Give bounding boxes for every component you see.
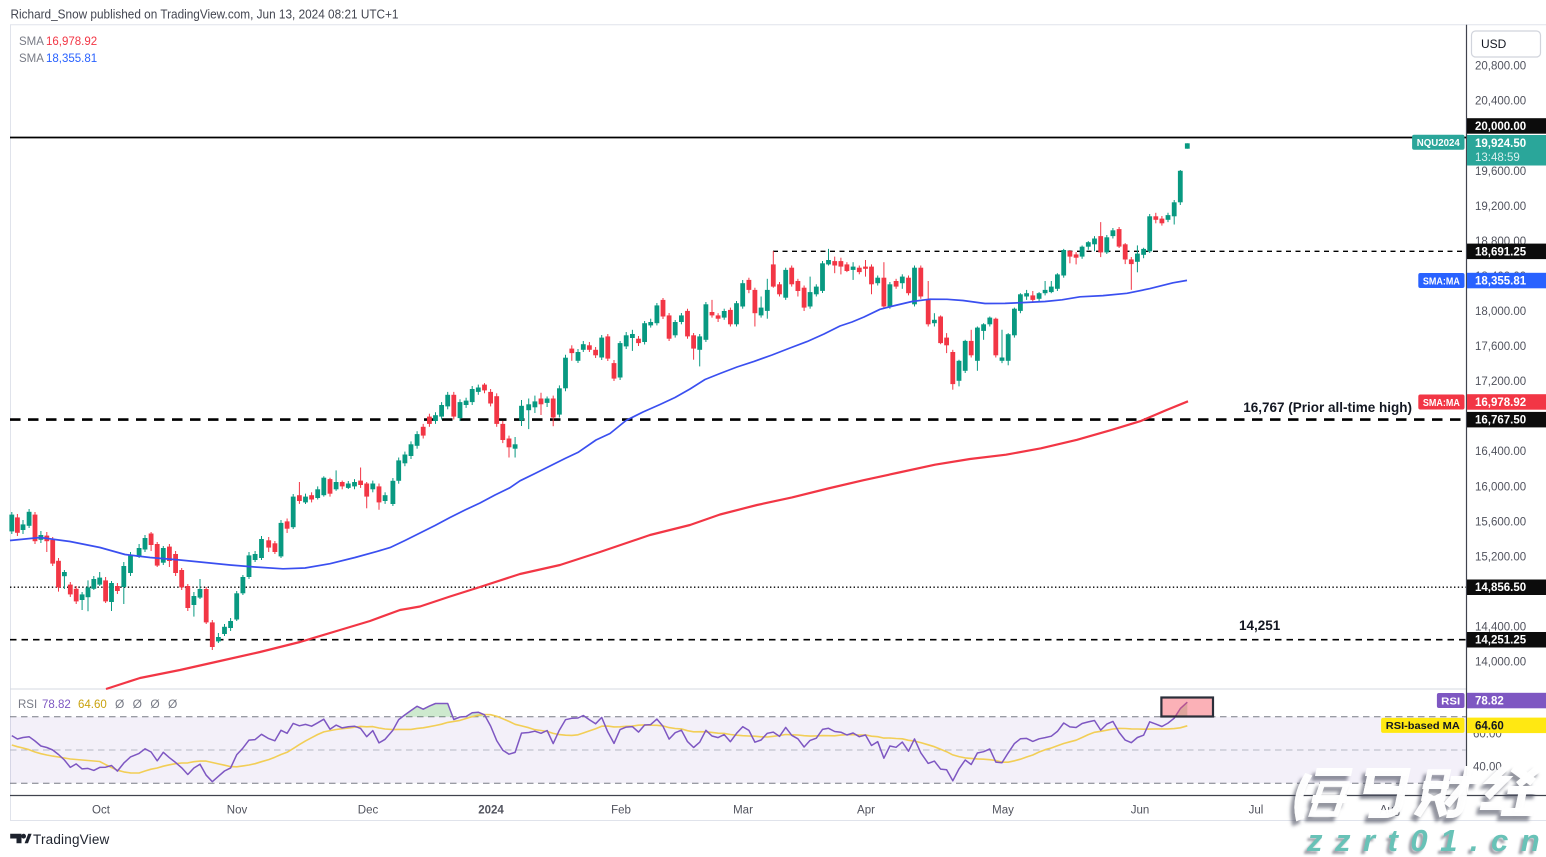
svg-text:USD: USD (1481, 37, 1507, 51)
svg-text:19,600.00: 19,600.00 (1475, 166, 1526, 178)
svg-text:15,600.00: 15,600.00 (1475, 516, 1526, 528)
svg-text:13:48:59: 13:48:59 (1475, 152, 1520, 164)
svg-text:Mar: Mar (733, 805, 753, 817)
svg-text:64.60: 64.60 (1475, 720, 1504, 732)
svg-text:16,000.00: 16,000.00 (1475, 481, 1526, 493)
svg-text:RSI: RSI (18, 699, 37, 711)
svg-text:Jun: Jun (1131, 805, 1150, 817)
svg-text:SMA: SMA (19, 53, 44, 65)
svg-text:Dec: Dec (358, 805, 379, 817)
svg-text:Richard_Snow published on Trad: Richard_Snow published on TradingView.co… (11, 8, 399, 22)
svg-text:17,200.00: 17,200.00 (1475, 376, 1526, 388)
svg-text:Jul: Jul (1249, 805, 1264, 817)
svg-text:Oct: Oct (92, 805, 111, 817)
svg-text:16,767.50: 16,767.50 (1475, 415, 1526, 427)
svg-text:14,251.25: 14,251.25 (1475, 635, 1527, 647)
svg-text:May: May (992, 805, 1014, 817)
svg-text:14,400.00: 14,400.00 (1475, 622, 1526, 634)
svg-text:18,355.81: 18,355.81 (46, 53, 97, 65)
svg-text:RSI: RSI (1441, 695, 1460, 707)
svg-text:15,200.00: 15,200.00 (1475, 551, 1526, 563)
svg-text:19,924.50: 19,924.50 (1475, 138, 1526, 150)
svg-text:18,355.81: 18,355.81 (1475, 276, 1527, 288)
svg-text:NQU2024: NQU2024 (1417, 137, 1460, 149)
svg-text:17,600.00: 17,600.00 (1475, 341, 1526, 353)
svg-text:RSI-based MA: RSI-based MA (1386, 720, 1460, 732)
svg-text:64.60: 64.60 (78, 699, 107, 711)
svg-text:14,856.50: 14,856.50 (1475, 582, 1526, 594)
svg-text:SMA: SMA (19, 36, 44, 48)
svg-text:18,000.00: 18,000.00 (1475, 306, 1526, 318)
svg-text:20,000.00: 20,000.00 (1475, 121, 1526, 133)
svg-text:Nov: Nov (227, 805, 248, 817)
svg-text:TradingView: TradingView (33, 832, 110, 847)
svg-text:16,978.92: 16,978.92 (1475, 397, 1526, 409)
svg-text:SMA:MA: SMA:MA (1423, 397, 1460, 409)
svg-text:2024: 2024 (478, 805, 504, 817)
svg-text:14,000.00: 14,000.00 (1475, 657, 1526, 669)
svg-text:Ø Ø Ø Ø: Ø Ø Ø Ø (115, 697, 180, 711)
svg-text:18,691.25: 18,691.25 (1475, 246, 1527, 258)
svg-text:14,251: 14,251 (1239, 618, 1281, 633)
svg-text:16,400.00: 16,400.00 (1475, 446, 1526, 458)
svg-text:19,200.00: 19,200.00 (1475, 201, 1526, 213)
svg-text:Feb: Feb (611, 805, 631, 817)
svg-text:40.00: 40.00 (1473, 762, 1502, 774)
svg-text:16,767 (Prior all-time high): 16,767 (Prior all-time high) (1243, 400, 1412, 415)
svg-text:Apr: Apr (857, 805, 875, 817)
svg-text:20,800.00: 20,800.00 (1475, 61, 1526, 73)
svg-text:16,978.92: 16,978.92 (46, 36, 97, 48)
svg-text:20,400.00: 20,400.00 (1475, 96, 1526, 108)
svg-text:78.82: 78.82 (1475, 696, 1504, 708)
svg-text:78.82: 78.82 (42, 699, 71, 711)
svg-text:SMA:MA: SMA:MA (1423, 275, 1460, 287)
